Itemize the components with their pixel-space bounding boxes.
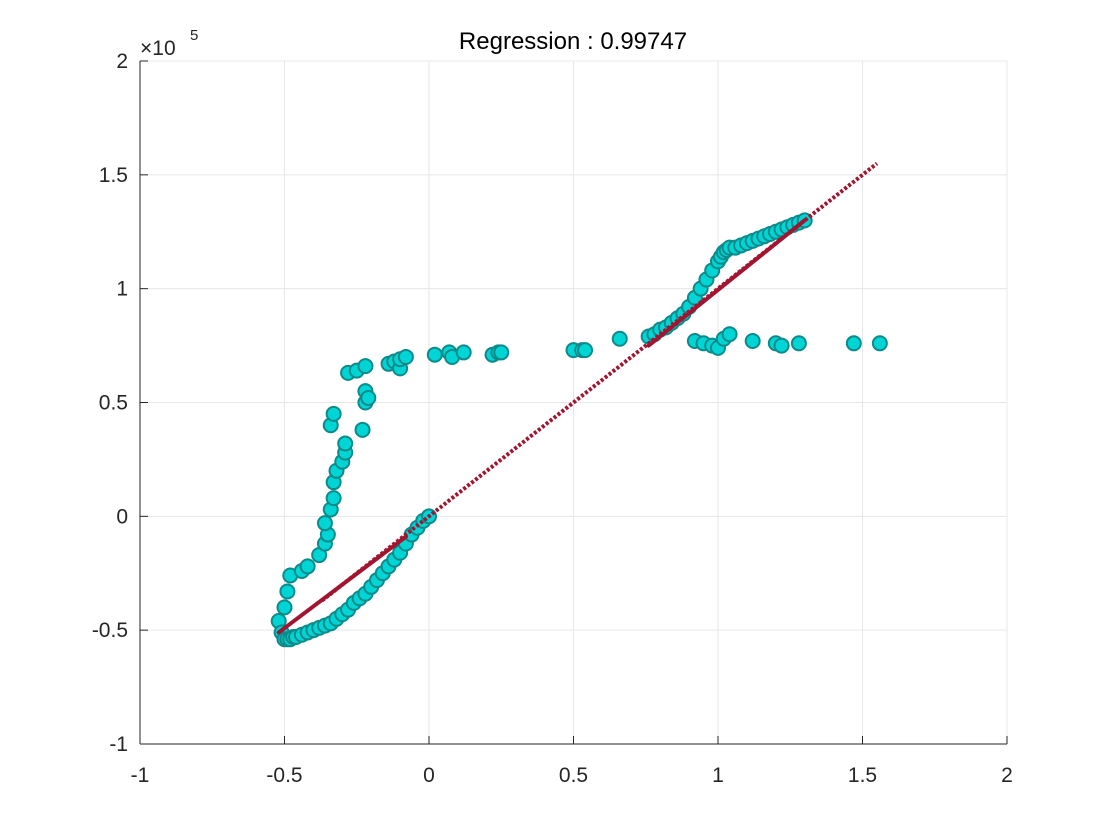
- x-tick-label: 0.5: [559, 764, 588, 787]
- data-point: [360, 389, 377, 406]
- y-tick-label: -0.5: [92, 619, 128, 642]
- x-tick-label: 1.5: [848, 764, 877, 787]
- x-tick-label: 1: [712, 764, 724, 787]
- data-point: [744, 333, 761, 350]
- x-tick-label: 0: [423, 764, 435, 787]
- data-point: [426, 346, 443, 363]
- fit-line-solid: [646, 218, 807, 348]
- data-point: [577, 342, 594, 359]
- chart-title: Regression : 0.99747: [459, 28, 687, 55]
- data-point: [337, 435, 354, 452]
- y-axis-ticks: -1 -0.5 0 0.5 1 1.5 2: [92, 50, 148, 756]
- x-axis-ticks: -1 -0.5 0 0.5 1 1.5 2: [131, 736, 1013, 787]
- data-point: [316, 515, 333, 532]
- data-point: [790, 335, 807, 352]
- data-point: [871, 335, 888, 352]
- data-point: [357, 358, 374, 375]
- data-point: [397, 348, 414, 365]
- y-tick-label: 1: [116, 278, 128, 301]
- data-point: [845, 335, 862, 352]
- data-point: [721, 326, 738, 343]
- x-tick-label: -1: [131, 764, 150, 787]
- data-point: [493, 344, 510, 361]
- y-tick-label: -1: [109, 733, 128, 756]
- data-point: [773, 337, 790, 354]
- data-point: [279, 583, 296, 600]
- y-axis-exponent-power: 5: [190, 27, 198, 44]
- data-point: [276, 599, 293, 616]
- data-series: [270, 161, 888, 648]
- data-point: [299, 558, 316, 575]
- data-point: [354, 421, 371, 438]
- y-tick-label: 0: [116, 505, 128, 528]
- y-tick-label: 2: [116, 50, 128, 73]
- data-point: [455, 344, 472, 361]
- data-point: [611, 330, 628, 347]
- y-tick-label: 1.5: [99, 164, 128, 187]
- fit-line-dotted: [320, 161, 879, 603]
- x-tick-label: 2: [1001, 764, 1013, 787]
- x-tick-label: -0.5: [266, 764, 302, 787]
- data-point: [325, 405, 342, 422]
- data-point: [325, 490, 342, 507]
- y-tick-label: 0.5: [99, 392, 128, 415]
- y-axis-exponent-base: ×10: [140, 37, 176, 60]
